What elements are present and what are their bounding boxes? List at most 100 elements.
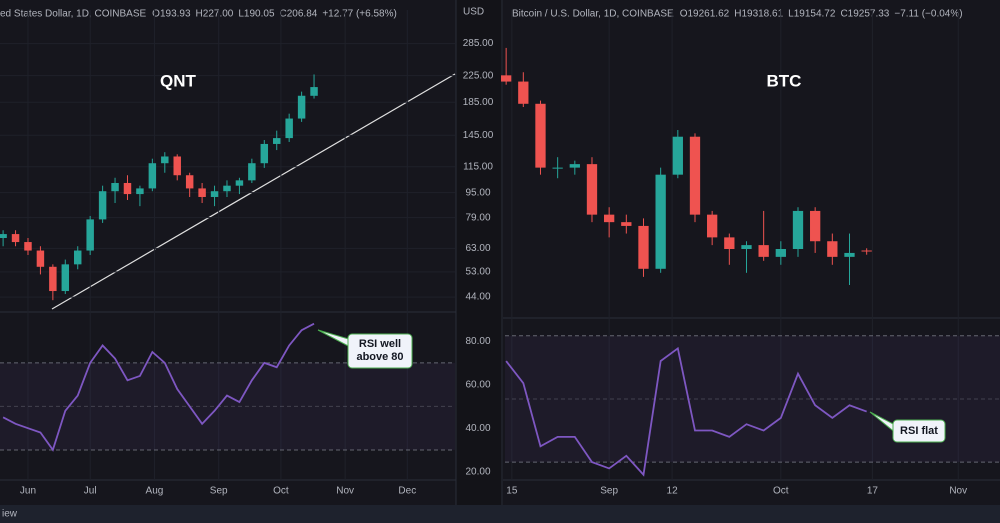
candle-body: [518, 81, 529, 104]
candle-body: [861, 250, 872, 252]
candle-body: [74, 250, 82, 265]
candle-body: [11, 234, 20, 243]
rsi-band: [0, 362, 455, 450]
candle-body: [260, 143, 269, 164]
callout-box: [892, 419, 946, 443]
y-tick-label: 145.00: [463, 130, 494, 141]
candle-body: [98, 191, 107, 220]
candle-body: [689, 136, 701, 215]
footer-bar: [0, 505, 1000, 523]
candle-body: [604, 214, 615, 223]
y-tick-label: 79.00: [465, 212, 490, 223]
candle-body: [655, 174, 666, 269]
candle-body: [0, 234, 7, 239]
y-tick-label: 63.00: [465, 243, 490, 254]
candle-body: [586, 164, 598, 215]
x-tick-label: Aug: [146, 486, 164, 497]
legend-ohlc: H227.00: [196, 9, 234, 20]
rsi-line: [2, 322, 315, 452]
candle-body: [810, 210, 821, 242]
x-tick-label: Oct: [773, 486, 789, 497]
x-tick-label: Jul: [84, 486, 97, 497]
candle-body: [24, 242, 32, 251]
candle-body: [148, 163, 157, 189]
candle-body: [500, 75, 512, 82]
y-tick-label: 53.00: [465, 266, 490, 277]
candle-body: [161, 156, 169, 164]
candle-body: [185, 175, 194, 189]
rsi-tick-label: 80.00: [465, 336, 490, 347]
legend-ohlc: H19318.61: [734, 9, 783, 20]
legend-title: Bitcoin / U.S. Dollar, 1D, COINBASE: [512, 9, 674, 20]
candle-body: [552, 167, 563, 169]
candle-body: [136, 188, 144, 195]
candle-body: [285, 118, 293, 139]
candle-body: [792, 210, 804, 250]
callout-text: RSI flat: [900, 425, 938, 437]
x-tick-label: Sep: [210, 486, 228, 497]
x-tick-label: Nov: [336, 486, 354, 497]
y-tick-label: 115.00: [463, 161, 493, 172]
legend-change: −7.11 (−0.04%): [894, 9, 962, 20]
candle-body: [61, 264, 70, 292]
x-tick-label: Dec: [398, 486, 416, 497]
x-tick-label: 15: [506, 486, 518, 497]
legend-ohlc: O19261.62: [680, 9, 730, 20]
y-tick-label: 44.00: [465, 292, 490, 303]
legend-ohlc: L19154.72: [788, 9, 836, 20]
footer-text: iew: [2, 509, 18, 520]
candle-body: [273, 138, 281, 144]
x-tick-label: 17: [867, 486, 879, 497]
candle-body: [223, 185, 231, 192]
callout-box: [347, 333, 413, 369]
x-tick-label: Nov: [949, 486, 967, 497]
candle-body: [235, 180, 244, 186]
candle-body: [210, 191, 219, 197]
trend-line: [51, 73, 456, 310]
candle-body: [569, 164, 580, 168]
y-tick-label: 285.00: [463, 38, 494, 49]
x-tick-label: Oct: [273, 486, 289, 497]
legend-change: +12.77 (+6.58%): [322, 9, 397, 20]
candle-body: [724, 237, 735, 250]
candle-body: [297, 95, 306, 119]
legend-title: ed States Dollar, 1D, COINBASE: [0, 9, 147, 20]
y-tick-label: 225.00: [463, 70, 494, 81]
chart-title: BTC: [767, 71, 802, 90]
candle-body: [86, 219, 94, 251]
candle-body: [621, 222, 632, 226]
candle-body: [111, 182, 119, 192]
legend-ohlc: L190.05: [238, 9, 275, 20]
chart-title: QNT: [160, 71, 197, 90]
rsi-tick-label: 20.00: [465, 466, 490, 477]
candle-body: [844, 252, 855, 257]
legend-ohlc: C19257.33: [840, 9, 889, 20]
candle-body: [741, 245, 752, 250]
x-tick-label: Sep: [600, 486, 618, 497]
candle-body: [310, 87, 318, 96]
candle-body: [248, 163, 256, 181]
candle-body: [173, 156, 181, 176]
legend-ohlc: C206.84: [280, 9, 318, 20]
candle-body: [827, 241, 838, 257]
candle-body: [123, 182, 132, 195]
y-tick-label: 95.00: [465, 187, 490, 198]
candle-body: [198, 188, 206, 197]
axis-unit: USD: [463, 7, 484, 18]
candle-body: [707, 214, 718, 238]
candle-body: [638, 225, 649, 269]
candle-body: [49, 266, 57, 292]
x-tick-label: Jun: [20, 486, 36, 497]
callout-text: RSI well above 80: [356, 338, 403, 363]
candle-body: [36, 250, 45, 267]
rsi-line: [505, 346, 867, 477]
legend-ohlc: O193.93: [152, 9, 191, 20]
candle-body: [775, 249, 786, 257]
x-tick-label: 12: [667, 486, 679, 497]
candle-body: [672, 136, 683, 175]
candle-body: [535, 103, 546, 168]
rsi-tick-label: 40.00: [465, 423, 490, 434]
candle-body: [758, 245, 769, 257]
